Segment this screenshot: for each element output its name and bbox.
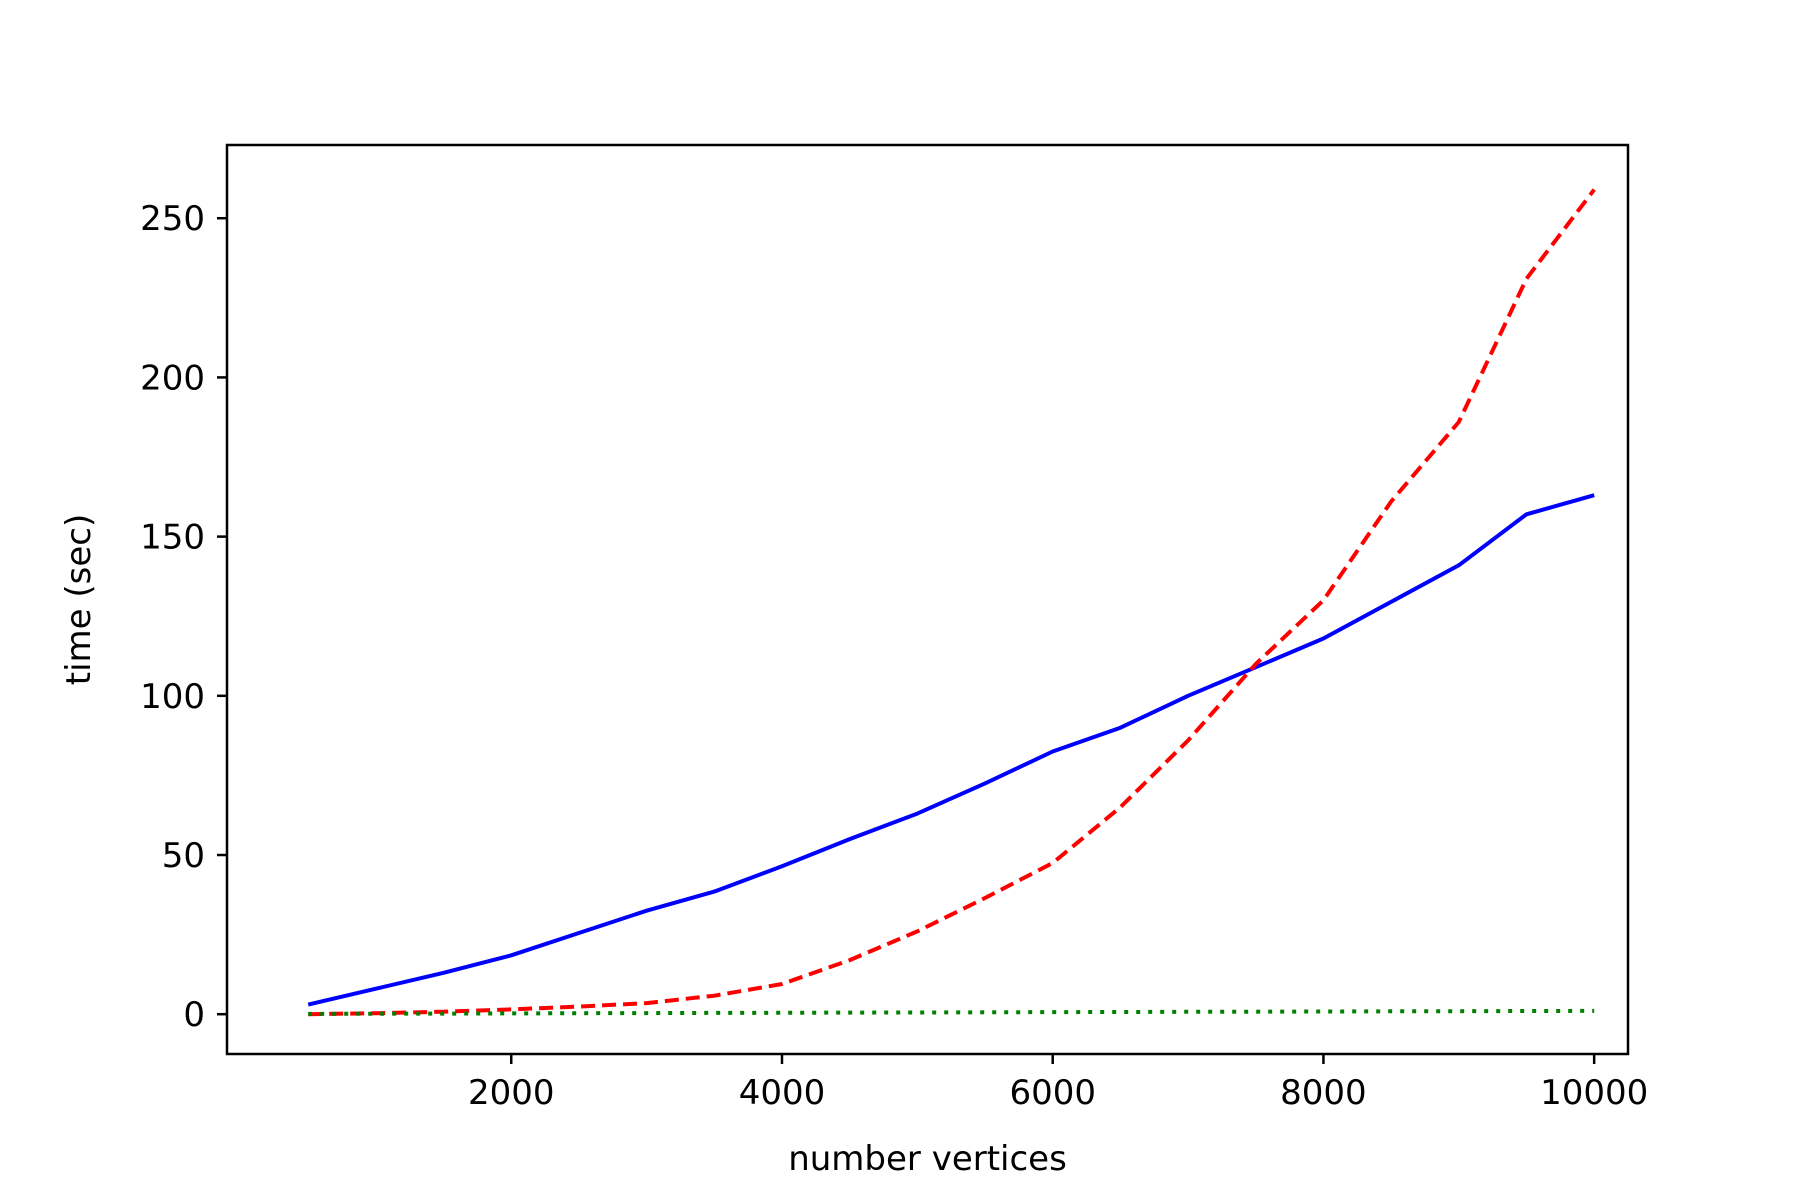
- axes-layer: 2000 4000 6000 8000 10000 0 50 100 150 200 250: [140, 143, 1648, 1113]
- y-tick-label: 250: [140, 199, 205, 239]
- series-layer: [307, 188, 1596, 1017]
- series-line-1: [307, 493, 1595, 1007]
- y-tick-label: 150: [140, 518, 205, 558]
- x-tick-label: 10000: [1540, 1073, 1648, 1113]
- plot-frame: [225, 143, 1630, 1056]
- y-tick-label: 50: [162, 836, 205, 876]
- x-axis-label: number vertices: [788, 1139, 1067, 1179]
- x-tick-label: 6000: [1009, 1073, 1096, 1113]
- x-tick-label: 8000: [1280, 1073, 1367, 1113]
- series-line-2: [308, 188, 1596, 1017]
- x-tick-label: 4000: [739, 1073, 826, 1113]
- series-line-3: [308, 1008, 1595, 1016]
- y-axis-label: time (sec): [59, 514, 99, 685]
- y-tick-label: 0: [183, 995, 205, 1035]
- y-tick-label: 100: [140, 677, 205, 717]
- x-tick-label: 2000: [468, 1073, 555, 1113]
- y-tick-label: 200: [140, 358, 205, 398]
